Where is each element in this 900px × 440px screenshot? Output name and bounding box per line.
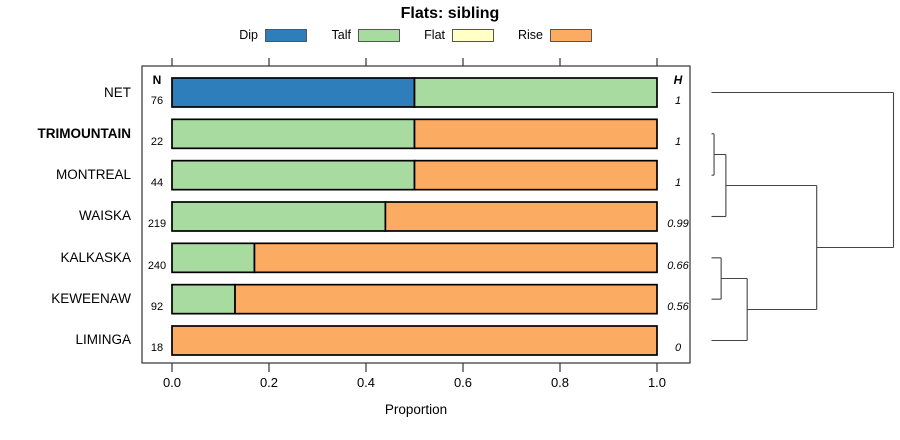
- bar-segment-talf: [171, 242, 256, 274]
- legend-swatch: [265, 28, 307, 42]
- row-label: KEWEENAW: [51, 291, 131, 307]
- h-value: 0.56: [667, 301, 689, 314]
- legend-swatch: [452, 28, 494, 42]
- x-tick-label: 0.4: [356, 375, 376, 390]
- bar-segment-rise: [413, 159, 658, 191]
- legend: Dip Talf Flat Rise: [0, 27, 900, 43]
- n-value: 22: [150, 135, 164, 148]
- row-label: MONTREAL: [55, 167, 131, 183]
- bar-segment-rise: [234, 283, 658, 315]
- h-value: 1: [674, 135, 682, 148]
- x-tick-label: 0.8: [550, 375, 570, 390]
- n-value: 219: [147, 218, 167, 231]
- row-label: KALKASKA: [60, 249, 131, 265]
- h-value: 0.66: [667, 259, 689, 272]
- n-value: 44: [150, 177, 164, 190]
- legend-label: Flat: [424, 28, 445, 42]
- legend-item-talf: Talf: [297, 27, 400, 43]
- h-value: 0.99: [667, 218, 689, 231]
- chart-title: Flats: sibling: [400, 5, 500, 22]
- h-value: 0: [674, 342, 682, 355]
- x-tick-label: 0.6: [453, 375, 473, 390]
- bar-segment-rise: [253, 242, 658, 274]
- bar-segment-rise: [384, 201, 658, 232]
- n-value: 240: [147, 259, 167, 272]
- n-column-header: N: [152, 73, 162, 87]
- row-label: WAISKA: [78, 208, 131, 224]
- plot-frame: [141, 65, 691, 364]
- n-value: 18: [150, 342, 164, 355]
- row-label: TRIMOUNTAIN: [37, 125, 132, 141]
- bar-segment-rise: [413, 118, 658, 150]
- x-tick-label: 1.0: [647, 375, 667, 390]
- legend-item-dip: Dip: [204, 27, 307, 43]
- bar-segment-talf: [171, 159, 416, 191]
- legend-label: Rise: [517, 28, 543, 42]
- legend-label: Dip: [239, 28, 258, 42]
- x-tick-label: 0.0: [162, 375, 182, 390]
- legend-item-flat: Flat: [391, 27, 494, 43]
- h-value: 1: [674, 94, 682, 107]
- row-label: NET: [104, 84, 131, 100]
- bar-segment-dip: [171, 77, 416, 108]
- n-value: 92: [150, 301, 164, 314]
- bar-segment-talf: [171, 283, 236, 315]
- x-axis-label: Proportion: [384, 402, 448, 417]
- row-label: LIMINGA: [75, 332, 131, 348]
- bar-segment-rise: [171, 325, 658, 356]
- n-value: 76: [150, 94, 164, 107]
- h-column-header: H: [673, 73, 683, 87]
- legend-swatch: [550, 28, 592, 42]
- legend-label: Talf: [331, 28, 351, 42]
- legend-swatch: [358, 28, 400, 42]
- x-tick-label: 0.2: [259, 375, 279, 390]
- bar-segment-talf: [413, 77, 658, 108]
- h-value: 1: [674, 177, 682, 190]
- legend-item-rise: Rise: [489, 27, 592, 43]
